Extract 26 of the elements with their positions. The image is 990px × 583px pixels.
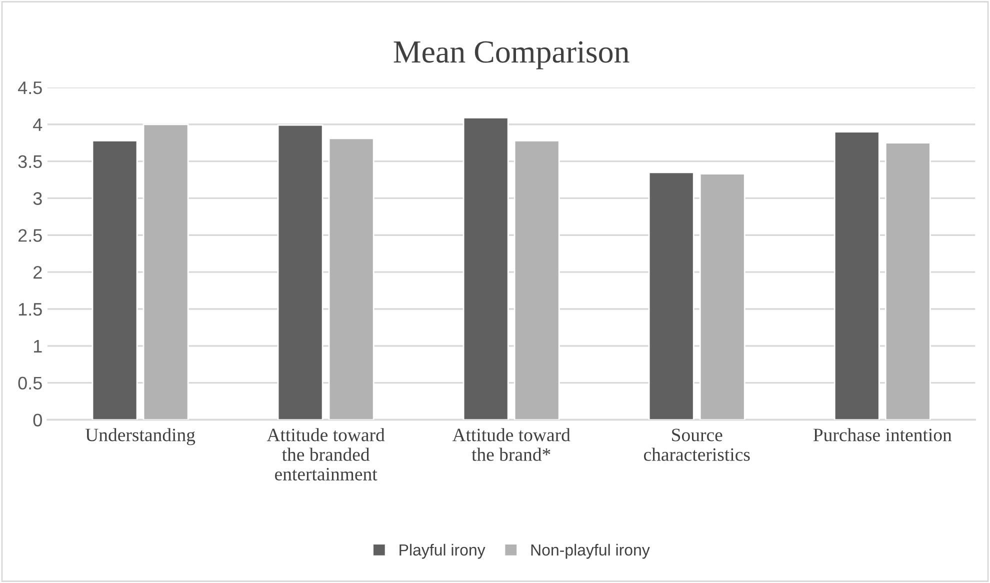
chart-title: Mean Comparison — [394, 41, 630, 70]
y-tick-label: 0.5 — [18, 376, 42, 390]
x-tick-label: Attitude toward the brand* — [452, 428, 570, 461]
y-tick-label: 3.5 — [18, 155, 42, 168]
x-tick-label: Attitude toward the branded entertainment — [266, 428, 385, 480]
bar — [699, 173, 746, 420]
y-tick-label: 4 — [33, 118, 42, 131]
legend-label: Playful irony — [400, 544, 486, 559]
legend-label: Non-playful irony — [531, 544, 650, 559]
bar — [277, 124, 324, 420]
y-tick-label: 3 — [33, 192, 42, 205]
y-tick-label: 0 — [33, 414, 42, 426]
x-tick-label: Source characteristics — [644, 428, 750, 461]
bar — [142, 124, 189, 420]
bar — [514, 140, 560, 420]
y-tick-label: 4.5 — [18, 82, 42, 94]
x-tick-label: Understanding — [85, 428, 196, 446]
y-tick-label: 2.5 — [18, 229, 42, 242]
x-tick-label: Purchase intention — [813, 428, 952, 442]
bar — [462, 117, 509, 420]
y-tick-label: 1 — [34, 340, 42, 352]
y-tick-label: 2 — [34, 266, 42, 279]
bar — [328, 138, 374, 420]
bar — [92, 140, 138, 420]
bar — [648, 172, 694, 420]
y-tick-label: 1.5 — [18, 303, 42, 316]
